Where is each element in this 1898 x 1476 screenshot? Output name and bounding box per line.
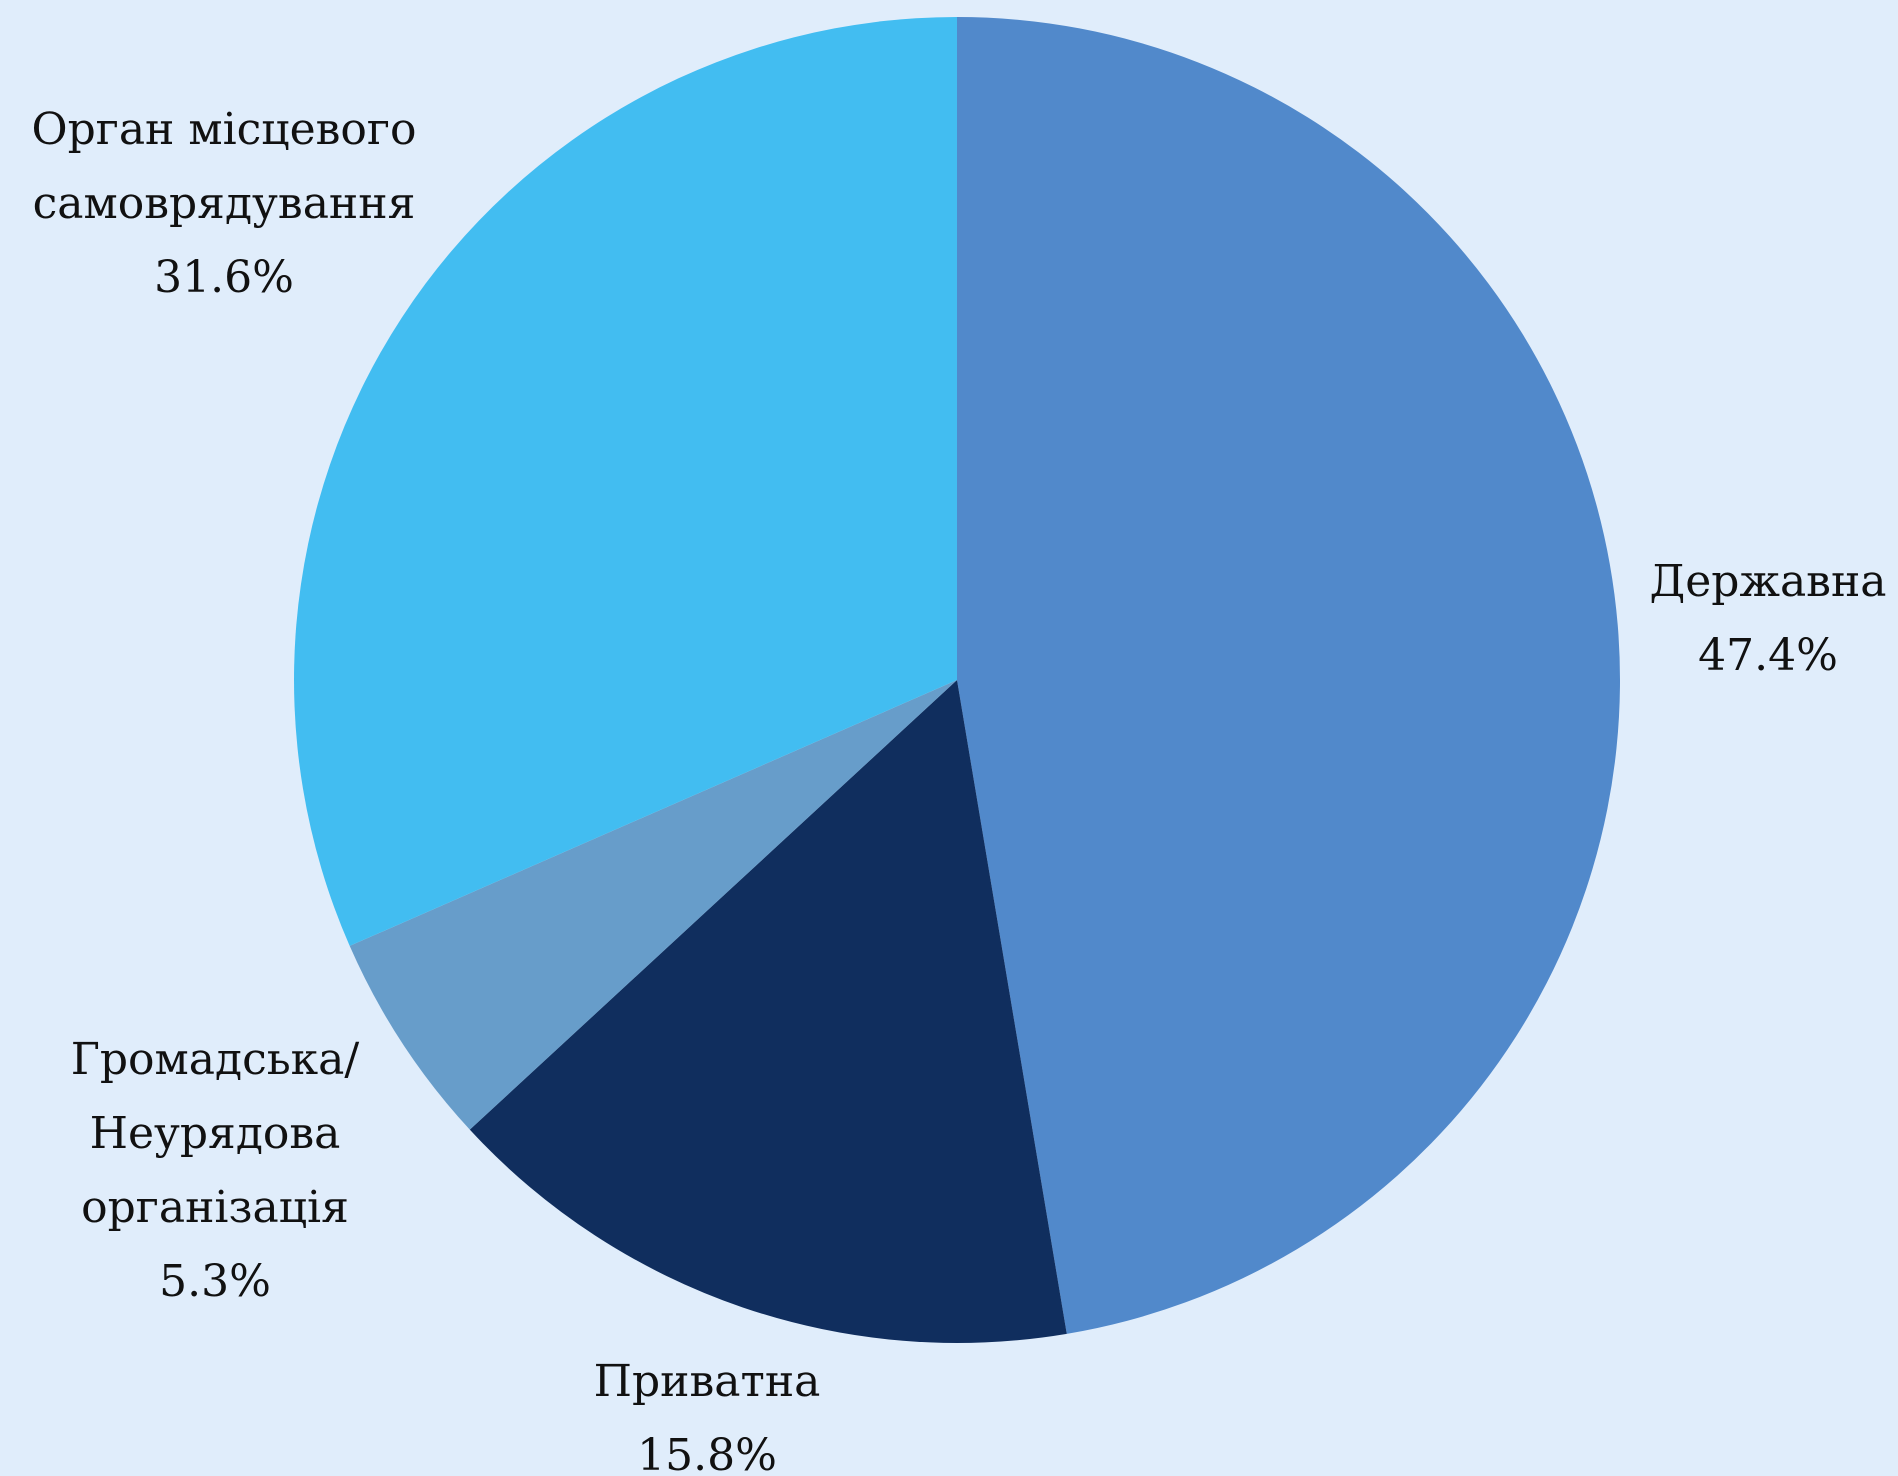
pie-slice-0	[957, 17, 1621, 1334]
slice-category-label: Приватна	[594, 1356, 821, 1407]
pie-slices	[294, 17, 1621, 1343]
pie-slice-2	[349, 680, 957, 1130]
slice-label-0: Державна 47.4%	[1649, 556, 1886, 681]
pie-slice-3	[294, 17, 957, 946]
slice-category-label: Неурядова	[90, 1108, 341, 1159]
slice-category-label: Державна	[1649, 556, 1886, 607]
slice-value-label: 47.4%	[1698, 630, 1838, 681]
slice-category-label: Орган місцевого	[32, 104, 417, 155]
slice-value-label: 5.3%	[159, 1256, 271, 1307]
slice-label-2: Громадська/Неурядова організація 5.3%	[71, 1034, 360, 1307]
slice-category-label: організація	[81, 1182, 349, 1233]
slice-value-label: 15.8%	[637, 1430, 777, 1476]
pie-labels: Державна 47.4% Приватна 15.8% Громадська/Неу…	[32, 104, 1887, 1476]
pie-slice-1	[469, 680, 1067, 1343]
slice-label-3: Орган місцевого самоврядування 31.6%	[32, 104, 417, 303]
slice-label-1: Приватна 15.8%	[594, 1356, 821, 1476]
slice-category-label: Громадська/	[71, 1034, 360, 1085]
slice-value-label: 31.6%	[154, 252, 294, 303]
slice-category-label: самоврядування	[33, 178, 416, 229]
